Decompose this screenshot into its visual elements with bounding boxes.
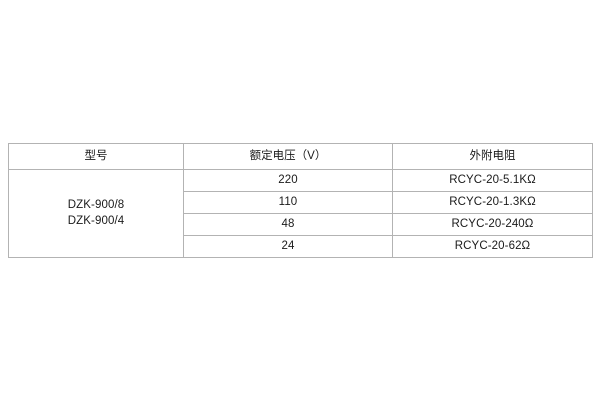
table-row: DZK-900/8 DZK-900/4 220 RCYC-20-5.1KΩ bbox=[8, 169, 593, 258]
external-resistor-value: RCYC-20-240Ω bbox=[392, 213, 593, 236]
table-row: 110 RCYC-20-1.3KΩ bbox=[9, 191, 593, 214]
specification-table: 型号 额定电压（V） 外附电阻 DZK-900/8 DZK-900/4 220 … bbox=[8, 143, 593, 258]
rated-voltage-value: 220 bbox=[183, 169, 393, 192]
column-header-rated-voltage: 额定电压（V） bbox=[183, 143, 393, 170]
rated-voltage-value: 24 bbox=[183, 235, 393, 258]
rated-voltage-value: 110 bbox=[183, 191, 393, 214]
specification-table-container: 型号 额定电压（V） 外附电阻 DZK-900/8 DZK-900/4 220 … bbox=[8, 143, 593, 258]
column-header-external-resistor: 外附电阻 bbox=[392, 143, 593, 170]
model-name-secondary: DZK-900/4 bbox=[67, 214, 125, 227]
column-header-model: 型号 bbox=[8, 143, 184, 170]
table-row: 48 RCYC-20-240Ω bbox=[9, 213, 593, 236]
model-name-primary: DZK-900/8 bbox=[67, 198, 125, 211]
model-merged-cell: DZK-900/8 DZK-900/4 bbox=[8, 169, 184, 258]
external-resistor-value: RCYC-20-1.3KΩ bbox=[392, 191, 593, 214]
external-resistor-value: RCYC-20-62Ω bbox=[392, 235, 593, 258]
table-header-row: 型号 额定电压（V） 外附电阻 bbox=[8, 143, 593, 170]
rated-voltage-value: 48 bbox=[183, 213, 393, 236]
table-row: 24 RCYC-20-62Ω bbox=[9, 235, 593, 258]
external-resistor-value: RCYC-20-5.1KΩ bbox=[392, 169, 593, 192]
